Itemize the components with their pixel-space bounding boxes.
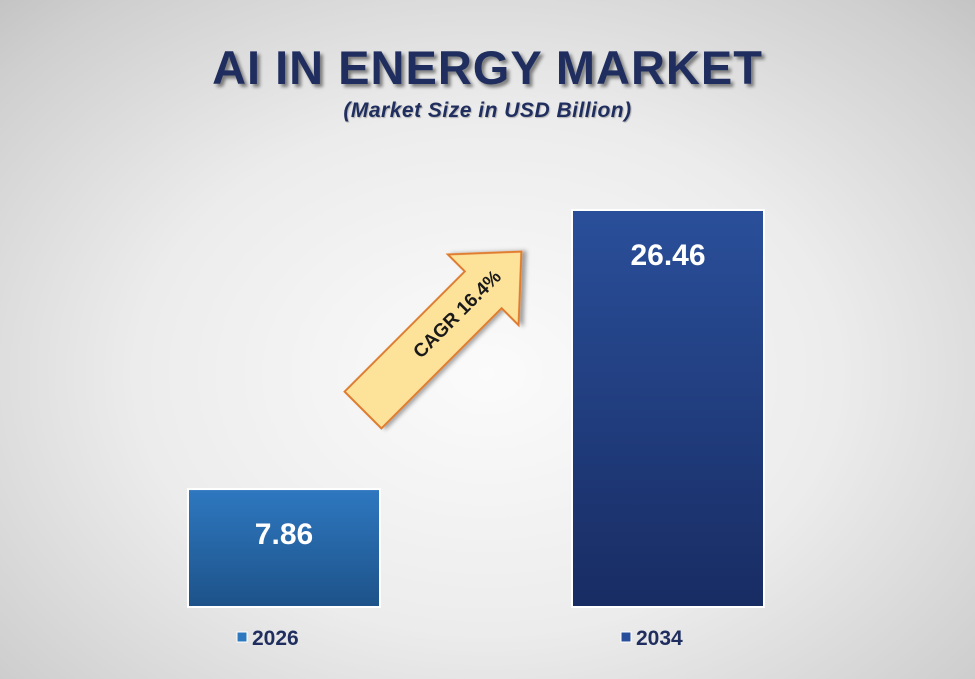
bar-2034 — [571, 209, 765, 608]
category-label-2034: 2034 — [636, 627, 683, 650]
category-label-2026: 2026 — [252, 627, 299, 650]
chart-title: AI IN ENERGY MARKET — [212, 41, 763, 94]
cagr-arrow: CAGR 16.4% — [343, 250, 523, 430]
legend-swatch-2026 — [236, 631, 248, 643]
chart-subtitle: (Market Size in USD Billion) — [343, 99, 632, 122]
cagr-arrow-shape — [343, 250, 523, 430]
value-label-2034: 26.46 — [630, 239, 705, 272]
bar-2026 — [187, 488, 381, 608]
value-label-2026: 7.86 — [255, 518, 313, 551]
legend-swatch-2034 — [620, 631, 632, 643]
